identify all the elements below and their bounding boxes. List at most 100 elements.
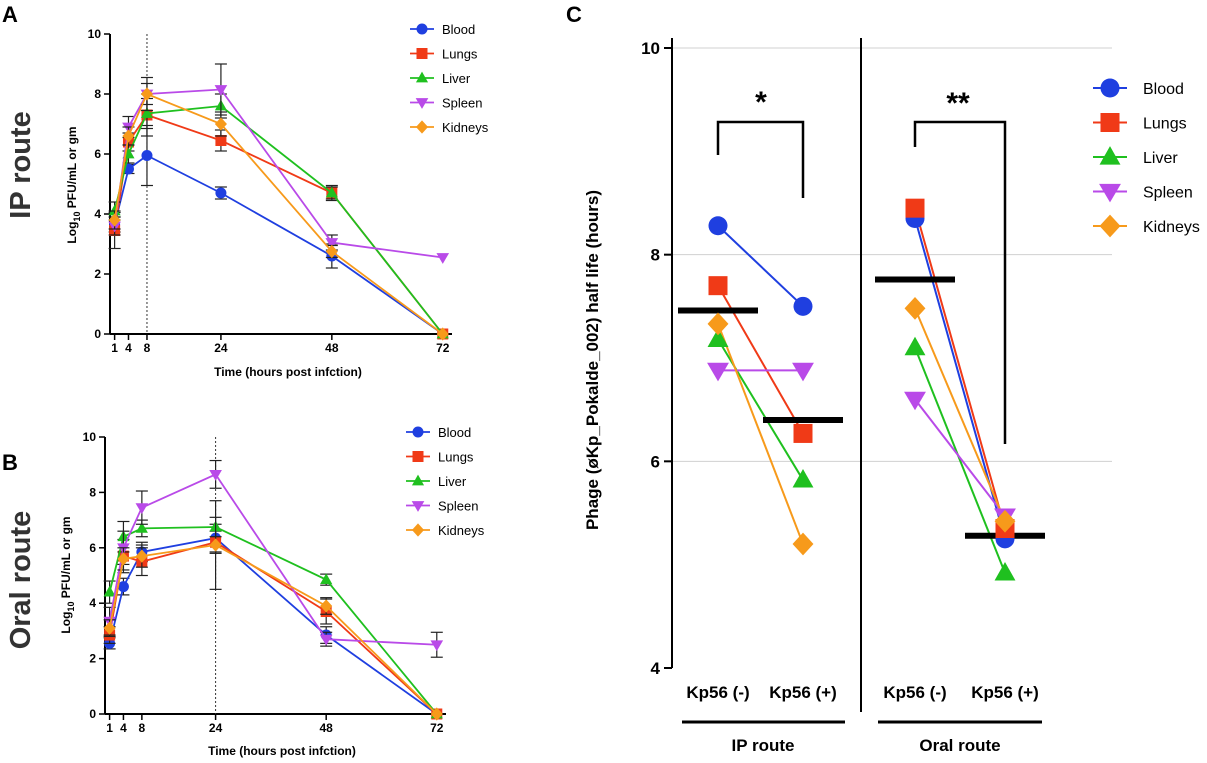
data-point <box>904 297 926 320</box>
legend-label: Spleen <box>1143 185 1193 202</box>
y-tick-label: 10 <box>83 430 97 444</box>
y-tick-label: 0 <box>94 327 101 341</box>
panel-a-y-axis-title: Log10 PFU/mL or gm <box>65 126 82 243</box>
legend-label: Spleen <box>442 96 482 111</box>
significance-bracket <box>913 120 1007 444</box>
series-line <box>108 544 438 715</box>
pair-line <box>914 207 1006 529</box>
legend: Blood Lungs Liver Spleen Kidneys <box>410 22 489 135</box>
series-line <box>108 537 438 715</box>
data-point <box>708 216 728 236</box>
legend: Blood Lungs Liver Spleen Kidneys <box>1093 78 1200 238</box>
legend-marker <box>411 474 425 486</box>
data-point <box>325 244 338 259</box>
data-point <box>103 621 116 635</box>
legend: Blood Lungs Liver Spleen Kidneys <box>406 425 485 538</box>
legend-label: Lungs <box>442 47 478 62</box>
data-point <box>214 117 227 131</box>
legend-label: Liver <box>438 474 467 489</box>
series-blood <box>108 124 449 340</box>
data-point <box>108 204 121 216</box>
legend-marker <box>412 451 424 462</box>
data-point <box>135 522 148 533</box>
data-point <box>122 129 135 143</box>
series-spleen <box>108 63 450 264</box>
y-tick-label: 4 <box>89 596 96 610</box>
y-tick-label: 10 <box>641 39 660 58</box>
legend-label: Spleen <box>438 499 478 514</box>
series-line <box>108 526 438 715</box>
panel-b-y-axis-title: Log10 PFU/mL or gm <box>59 516 76 633</box>
data-point <box>135 503 149 514</box>
series-line <box>113 113 444 335</box>
series-line <box>113 92 444 335</box>
panel-c-group-label-oral: Oral route <box>919 736 1000 755</box>
data-point <box>215 187 227 199</box>
panel-label-a: A <box>2 2 18 27</box>
x-tick-label: 72 <box>436 341 450 355</box>
legend-marker <box>415 98 429 109</box>
series-line <box>108 541 438 715</box>
pair-line <box>717 323 804 545</box>
significance-bracket <box>716 120 805 198</box>
y-tick-label: 4 <box>94 207 101 221</box>
x-tick-label: 72 <box>430 721 444 735</box>
panel-c-group-label-ip: IP route <box>732 736 795 755</box>
x-category-label: Kp56 (+) <box>769 683 837 702</box>
data-point <box>209 469 222 481</box>
y-tick-label: 0 <box>89 707 96 721</box>
pair-line <box>914 308 1006 522</box>
panel-label-c: C <box>566 2 582 27</box>
legend-marker <box>416 23 428 35</box>
legend-marker <box>415 71 429 83</box>
series-spleen <box>718 369 1006 517</box>
route-label-ip: IP route <box>5 111 37 218</box>
legend-label: Lungs <box>1143 116 1187 133</box>
data-point <box>707 312 729 336</box>
legend-label: Kidneys <box>1143 219 1200 236</box>
pair-line <box>717 225 804 308</box>
data-point <box>325 238 339 249</box>
series-markers-blood <box>708 209 1015 549</box>
data-point <box>708 276 728 296</box>
legend-marker <box>1099 214 1121 238</box>
data-point <box>140 87 154 101</box>
series-kidneys <box>717 308 1006 545</box>
data-point <box>319 634 333 646</box>
y-tick-label: 6 <box>651 452 660 471</box>
series-markers-liver <box>707 328 1016 581</box>
data-point <box>108 213 121 227</box>
legend-marker <box>1099 146 1121 165</box>
panel-c-y-axis-title: Phage (øKp_Pokalde_002) half life (hours… <box>583 190 602 530</box>
y-tick-label: 4 <box>651 659 661 678</box>
y-tick-label: 8 <box>651 246 660 265</box>
x-category-label: Kp56 (-) <box>686 683 749 702</box>
series-line <box>113 88 443 259</box>
y-tick-label: 10 <box>88 27 102 41</box>
x-tick-label: 4 <box>120 721 127 735</box>
legend-label: Lungs <box>438 450 474 465</box>
data-point <box>135 549 148 563</box>
data-point <box>140 107 154 118</box>
series-line <box>108 473 437 646</box>
legend-marker <box>411 523 425 537</box>
data-point <box>793 423 813 443</box>
legend-label: Liver <box>442 71 471 86</box>
x-tick-label: 24 <box>214 341 228 355</box>
data-point <box>430 707 443 721</box>
x-tick-label: 8 <box>144 341 151 355</box>
legend-label: Kidneys <box>442 120 489 135</box>
x-category-label: Kp56 (+) <box>971 683 1039 702</box>
significance-oral: ** <box>946 87 970 120</box>
pair-line <box>914 398 1006 517</box>
data-point <box>320 573 333 585</box>
x-tick-label: 4 <box>125 341 132 355</box>
data-point <box>325 186 338 198</box>
data-point <box>792 532 814 556</box>
series-kidneys <box>108 82 449 341</box>
panel-a-x-axis-title: Time (hours post infction) <box>214 365 362 379</box>
data-point <box>793 296 813 316</box>
panel-b-x-axis-title: Time (hours post infction) <box>208 744 356 758</box>
